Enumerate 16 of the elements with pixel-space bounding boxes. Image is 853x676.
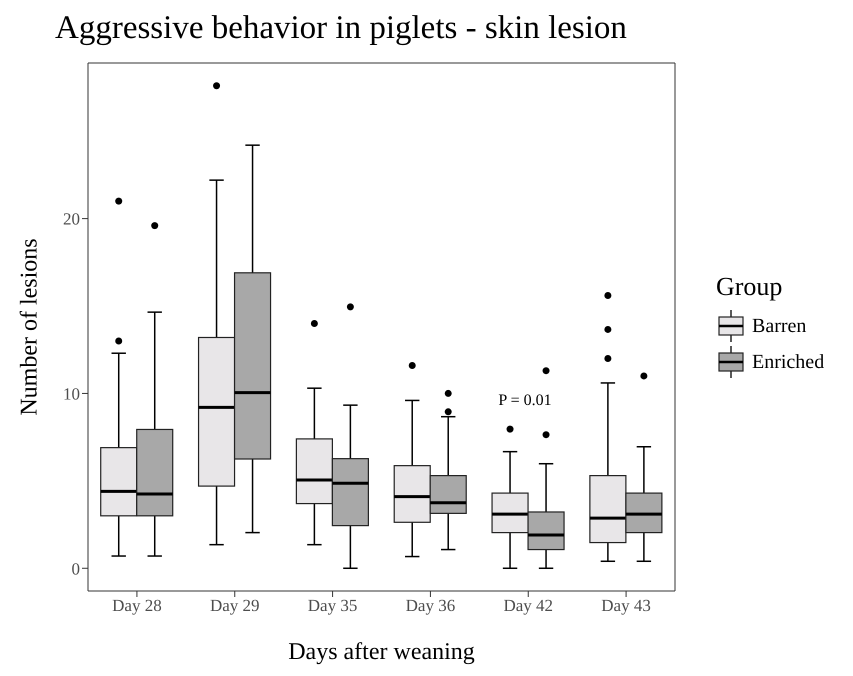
chart-title: Aggressive behavior in piglets - skin lesion <box>55 10 628 48</box>
y-axis-title: Number of lesions <box>16 238 43 416</box>
x-tick-label: Day 36 <box>406 596 456 616</box>
y-tick-label: 0 <box>72 559 80 578</box>
legend-label: Barren <box>752 314 806 338</box>
x-tick-label: Day 43 <box>601 596 651 616</box>
y-tick-label: 20 <box>63 210 80 229</box>
legend-label: Enriched <box>752 350 824 374</box>
x-tick-label: Day 42 <box>503 596 554 616</box>
y-tick-label: 10 <box>63 384 80 404</box>
annotation: P = 0.01 <box>498 392 552 409</box>
legend-title: Group <box>716 272 784 302</box>
x-axis-title: Days after weaning <box>288 639 475 665</box>
x-tick-label: Day 29 <box>210 596 260 616</box>
x-tick-label: Day 35 <box>308 596 358 616</box>
x-tick-label: Day 28 <box>112 596 162 616</box>
